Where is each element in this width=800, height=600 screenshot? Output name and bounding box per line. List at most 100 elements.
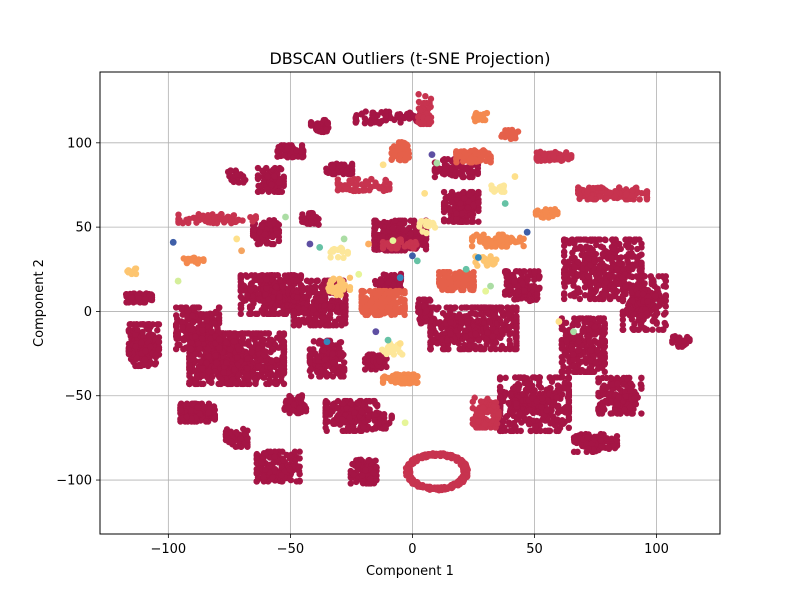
scatter-point (462, 333, 469, 340)
scatter-point (230, 178, 237, 186)
scatter-point (526, 406, 533, 414)
scatter-point (277, 166, 285, 173)
scatter-point (565, 386, 573, 394)
scatter-point (565, 368, 572, 376)
scatter-point (240, 380, 247, 387)
scatter-point (310, 306, 317, 313)
scatter-point (183, 400, 191, 407)
scatter-point (556, 387, 563, 394)
scatter-point (565, 375, 573, 382)
scatter-point (431, 168, 439, 175)
scatter-point (475, 188, 482, 196)
scatter-point (513, 400, 520, 407)
scatter-point (358, 408, 365, 416)
scatter-point (440, 188, 448, 196)
scatter-point (211, 320, 218, 327)
scatter-point (565, 416, 573, 423)
scatter-point (537, 384, 545, 391)
scatter-point (222, 431, 230, 438)
scatter-point (525, 419, 533, 427)
scatter-point (306, 278, 313, 285)
scatter-point (200, 380, 207, 388)
scatter-point (574, 317, 582, 325)
scatter-point (199, 364, 206, 372)
scatter-point (340, 373, 347, 380)
scatter-point (241, 340, 248, 347)
scatter-point (277, 364, 285, 371)
scatter-point (242, 272, 249, 279)
scatter-point (509, 409, 516, 416)
scatter-point (558, 418, 566, 425)
scatter-point (382, 423, 389, 430)
scatter-point (513, 313, 520, 320)
scatter-point (558, 341, 566, 348)
scatter-point (254, 188, 262, 195)
scatter-point (275, 143, 282, 151)
scatter-point (265, 296, 272, 303)
scatter-point (280, 173, 287, 180)
scatter-point (209, 373, 216, 381)
scatter-point (519, 390, 526, 398)
scatter-point (339, 400, 347, 407)
scatter-point (212, 352, 219, 359)
scatter-point (507, 391, 514, 398)
scatter-point (477, 310, 484, 318)
scatter-point (183, 313, 191, 320)
scatter-point (276, 293, 283, 301)
scatter-point (196, 345, 203, 352)
scatter-point (514, 288, 522, 295)
scatter-point (339, 416, 346, 423)
scatter-point (314, 122, 321, 130)
scatter-point (307, 121, 315, 128)
scatter-point (526, 297, 533, 305)
scatter-point (238, 294, 245, 302)
scatter-point (255, 291, 262, 298)
scatter-point (310, 338, 318, 345)
scatter-point (367, 120, 374, 127)
scatter-point (288, 272, 296, 279)
scatter-point (187, 345, 195, 353)
scatter-point (530, 282, 538, 290)
scatter-point (293, 294, 301, 301)
scatter-point (431, 173, 439, 181)
scatter-point (268, 240, 275, 248)
scatter-point (529, 374, 537, 381)
scatter-point (427, 345, 434, 352)
scatter-point (323, 404, 330, 411)
scatter-point (220, 369, 227, 376)
scatter-point (260, 473, 267, 480)
scatter-point (469, 304, 476, 311)
scatter-point (182, 344, 190, 351)
scatter-point (531, 268, 538, 275)
scatter-point (418, 235, 425, 242)
scatter-point (322, 397, 330, 405)
scatter-point (379, 411, 387, 419)
scatter-point (247, 286, 255, 294)
scatter-point (191, 304, 198, 311)
scatter-point (592, 359, 599, 366)
scatter-point (326, 311, 334, 318)
scatter-point (203, 317, 210, 324)
scatter-point (126, 321, 133, 328)
scatter-point (293, 277, 300, 284)
scatter-point (377, 118, 384, 125)
scatter-point (513, 305, 520, 312)
scatter-point (139, 321, 147, 328)
scatter-point (186, 372, 193, 380)
scatter-point (524, 383, 532, 390)
scatter-point (358, 472, 366, 479)
scatter-point (261, 231, 269, 238)
scatter-point (255, 362, 262, 370)
scatter-point (263, 284, 270, 292)
scatter-point (463, 313, 470, 320)
scatter-point (296, 405, 303, 412)
scatter-point (179, 324, 186, 331)
scatter-point (135, 294, 142, 302)
scatter-point (274, 153, 281, 160)
scatter-point (453, 210, 460, 217)
scatter-point (383, 363, 390, 371)
scatter-point (365, 413, 373, 420)
scatter-point (534, 408, 542, 416)
scatter-point (253, 478, 260, 485)
